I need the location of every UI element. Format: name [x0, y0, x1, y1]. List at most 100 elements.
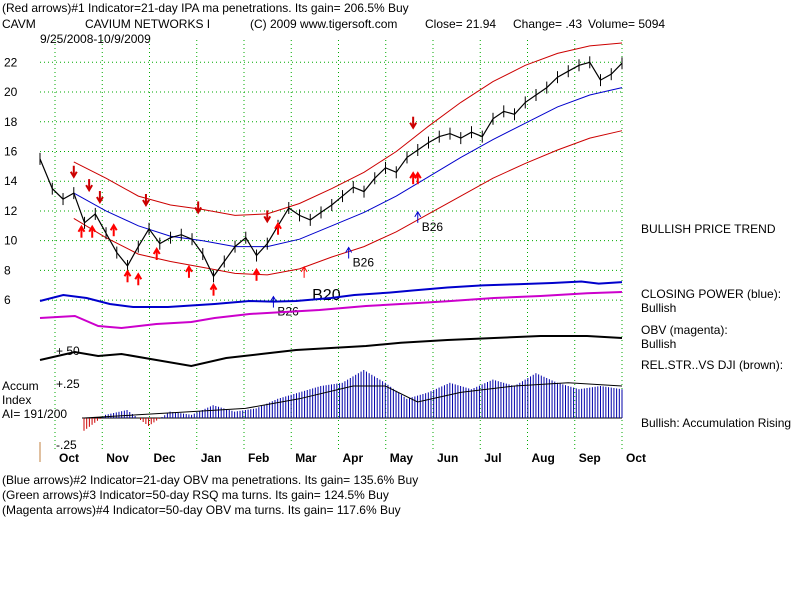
obv-state: Bullish [641, 337, 677, 351]
arrow-head [414, 210, 422, 218]
y-tick-label: 18 [4, 115, 18, 129]
arrow-head [88, 224, 97, 233]
y-axis-labels: 6 8 10 12 14 16 18 20 22 [4, 55, 18, 307]
red-buy-arrow [77, 224, 86, 238]
x-axis-labels: Oct Nov Dec Jan Feb Mar Apr May Jun Jul Aug Sep Oct [39, 442, 646, 465]
date-range: 9/25/2008-10/9/2009 [40, 32, 151, 46]
arrow-head [85, 184, 93, 193]
relstr-label: REL.STR..VS DJI (brown): [641, 358, 784, 372]
red-sell-arrow [96, 191, 104, 204]
x-tick-label: Nov [106, 451, 129, 465]
arrow-head [109, 223, 118, 231]
accum-plus25: +.25 [56, 377, 80, 391]
x-tick-label: May [390, 451, 414, 465]
arrow-head [194, 206, 203, 215]
y-tick-label: 12 [4, 204, 18, 218]
closing-power-state: Bullish [641, 301, 677, 315]
arrow-head [134, 272, 143, 280]
ticker-symbol: CAVM [2, 17, 36, 31]
arrow-head [185, 264, 193, 273]
x-tick-label: Oct [626, 451, 646, 465]
accum-title-2: Index [2, 393, 32, 407]
x-tick-label: Aug [532, 451, 555, 465]
red-buy-arrow [413, 171, 422, 185]
x-tick-label: Jan [201, 451, 222, 465]
accum-state: Bullish: Accumulation Rising [641, 416, 792, 430]
arrow-head [142, 199, 150, 207]
arrow-head [300, 265, 308, 273]
ai-value: AI= 191/200 [2, 407, 68, 421]
upper-band [73, 42, 623, 216]
obv-label: OBV (magenta): [641, 323, 728, 337]
copyright: (C) 2009 www.tigersoft.com [250, 17, 398, 31]
red-sell-arrow [194, 201, 203, 215]
closing-power-label: CLOSING POWER (blue): [641, 287, 782, 301]
close-value: Close= 21.94 [425, 17, 497, 31]
arrow-head [209, 282, 218, 291]
accum-plus50: +.50 [56, 344, 80, 358]
x-tick-label: Mar [295, 451, 317, 465]
red-sell-arrow [142, 194, 150, 207]
red-buy-arrow [274, 221, 282, 235]
red-buy-arrow [123, 269, 132, 283]
arrow-head [69, 171, 78, 179]
accum-minus25: -.25 [56, 438, 77, 452]
blue-arrow-label: B26 [353, 256, 375, 270]
lower-band [73, 130, 623, 276]
arrow-head [413, 171, 422, 179]
blue-arrow-label: B26 [422, 220, 444, 234]
arrow-head [345, 246, 353, 253]
x-tick-label: Dec [154, 451, 176, 465]
accum-title-1: Accum [2, 379, 39, 393]
arrow-head [252, 267, 261, 276]
indicator-line-1: (Red arrows)#1 Indicator=21-day IPA ma p… [2, 1, 409, 15]
arrow-head [96, 196, 104, 204]
x-tick-label: Feb [248, 451, 269, 465]
closing-power-line [39, 280, 623, 308]
bands-layer [73, 42, 623, 276]
y-tick-label: 16 [4, 144, 18, 158]
red-buy-arrow [152, 247, 161, 260]
indicator-line-3: (Green arrows)#3 Indicator=50-day RSQ ma… [2, 488, 389, 502]
arrow-head [409, 122, 418, 130]
y-tick-label: 8 [4, 263, 11, 277]
x-tick-label: Apr [343, 451, 364, 465]
y-tick-label: 6 [4, 293, 11, 307]
arrow-head [77, 224, 86, 233]
red-buy-arrow [209, 282, 218, 296]
y-tick-label: 10 [4, 234, 18, 248]
red-buy-arrow [134, 272, 143, 286]
company-name: CAVIUM NETWORKS I [85, 17, 211, 31]
blue-buy-arrow [345, 246, 353, 259]
accum-ma-line [83, 382, 623, 419]
x-tick-label: Sep [579, 451, 601, 465]
arrow-head [263, 215, 272, 224]
indicator-line-4: (Magenta arrows)#4 Indicator=50-day OBV … [2, 503, 401, 517]
x-tick-label: Jul [484, 451, 501, 465]
red-sell-arrow [409, 116, 418, 130]
indicator-line-2: (Blue arrows)#2 Indicator=21-day OBV ma … [2, 473, 419, 487]
x-tick-label: Oct [59, 451, 79, 465]
red-sell-arrow [69, 165, 78, 179]
thin-arrow-label: B20 [312, 287, 341, 304]
arrow-head [152, 247, 161, 255]
blue-buy-arrow [414, 210, 422, 223]
price-line [39, 61, 623, 278]
price-trend-label: BULLISH PRICE TREND [641, 222, 776, 236]
thin-red-arrow [300, 265, 308, 278]
red-sell-arrow [85, 179, 93, 193]
indicators-layer [39, 280, 623, 431]
red-buy-arrow [88, 224, 97, 238]
red-buy-arrow [185, 264, 193, 278]
red-sell-arrow [263, 210, 272, 224]
y-tick-label: 20 [4, 85, 18, 99]
red-buy-arrow [409, 171, 418, 185]
y-tick-label: 14 [4, 174, 18, 188]
y-tick-label: 22 [4, 55, 18, 69]
change-value: Change= .43 [513, 17, 583, 31]
red-buy-arrow [252, 267, 261, 281]
arrow-head [269, 295, 277, 302]
price-layer [39, 56, 623, 283]
obv-line [39, 291, 623, 330]
